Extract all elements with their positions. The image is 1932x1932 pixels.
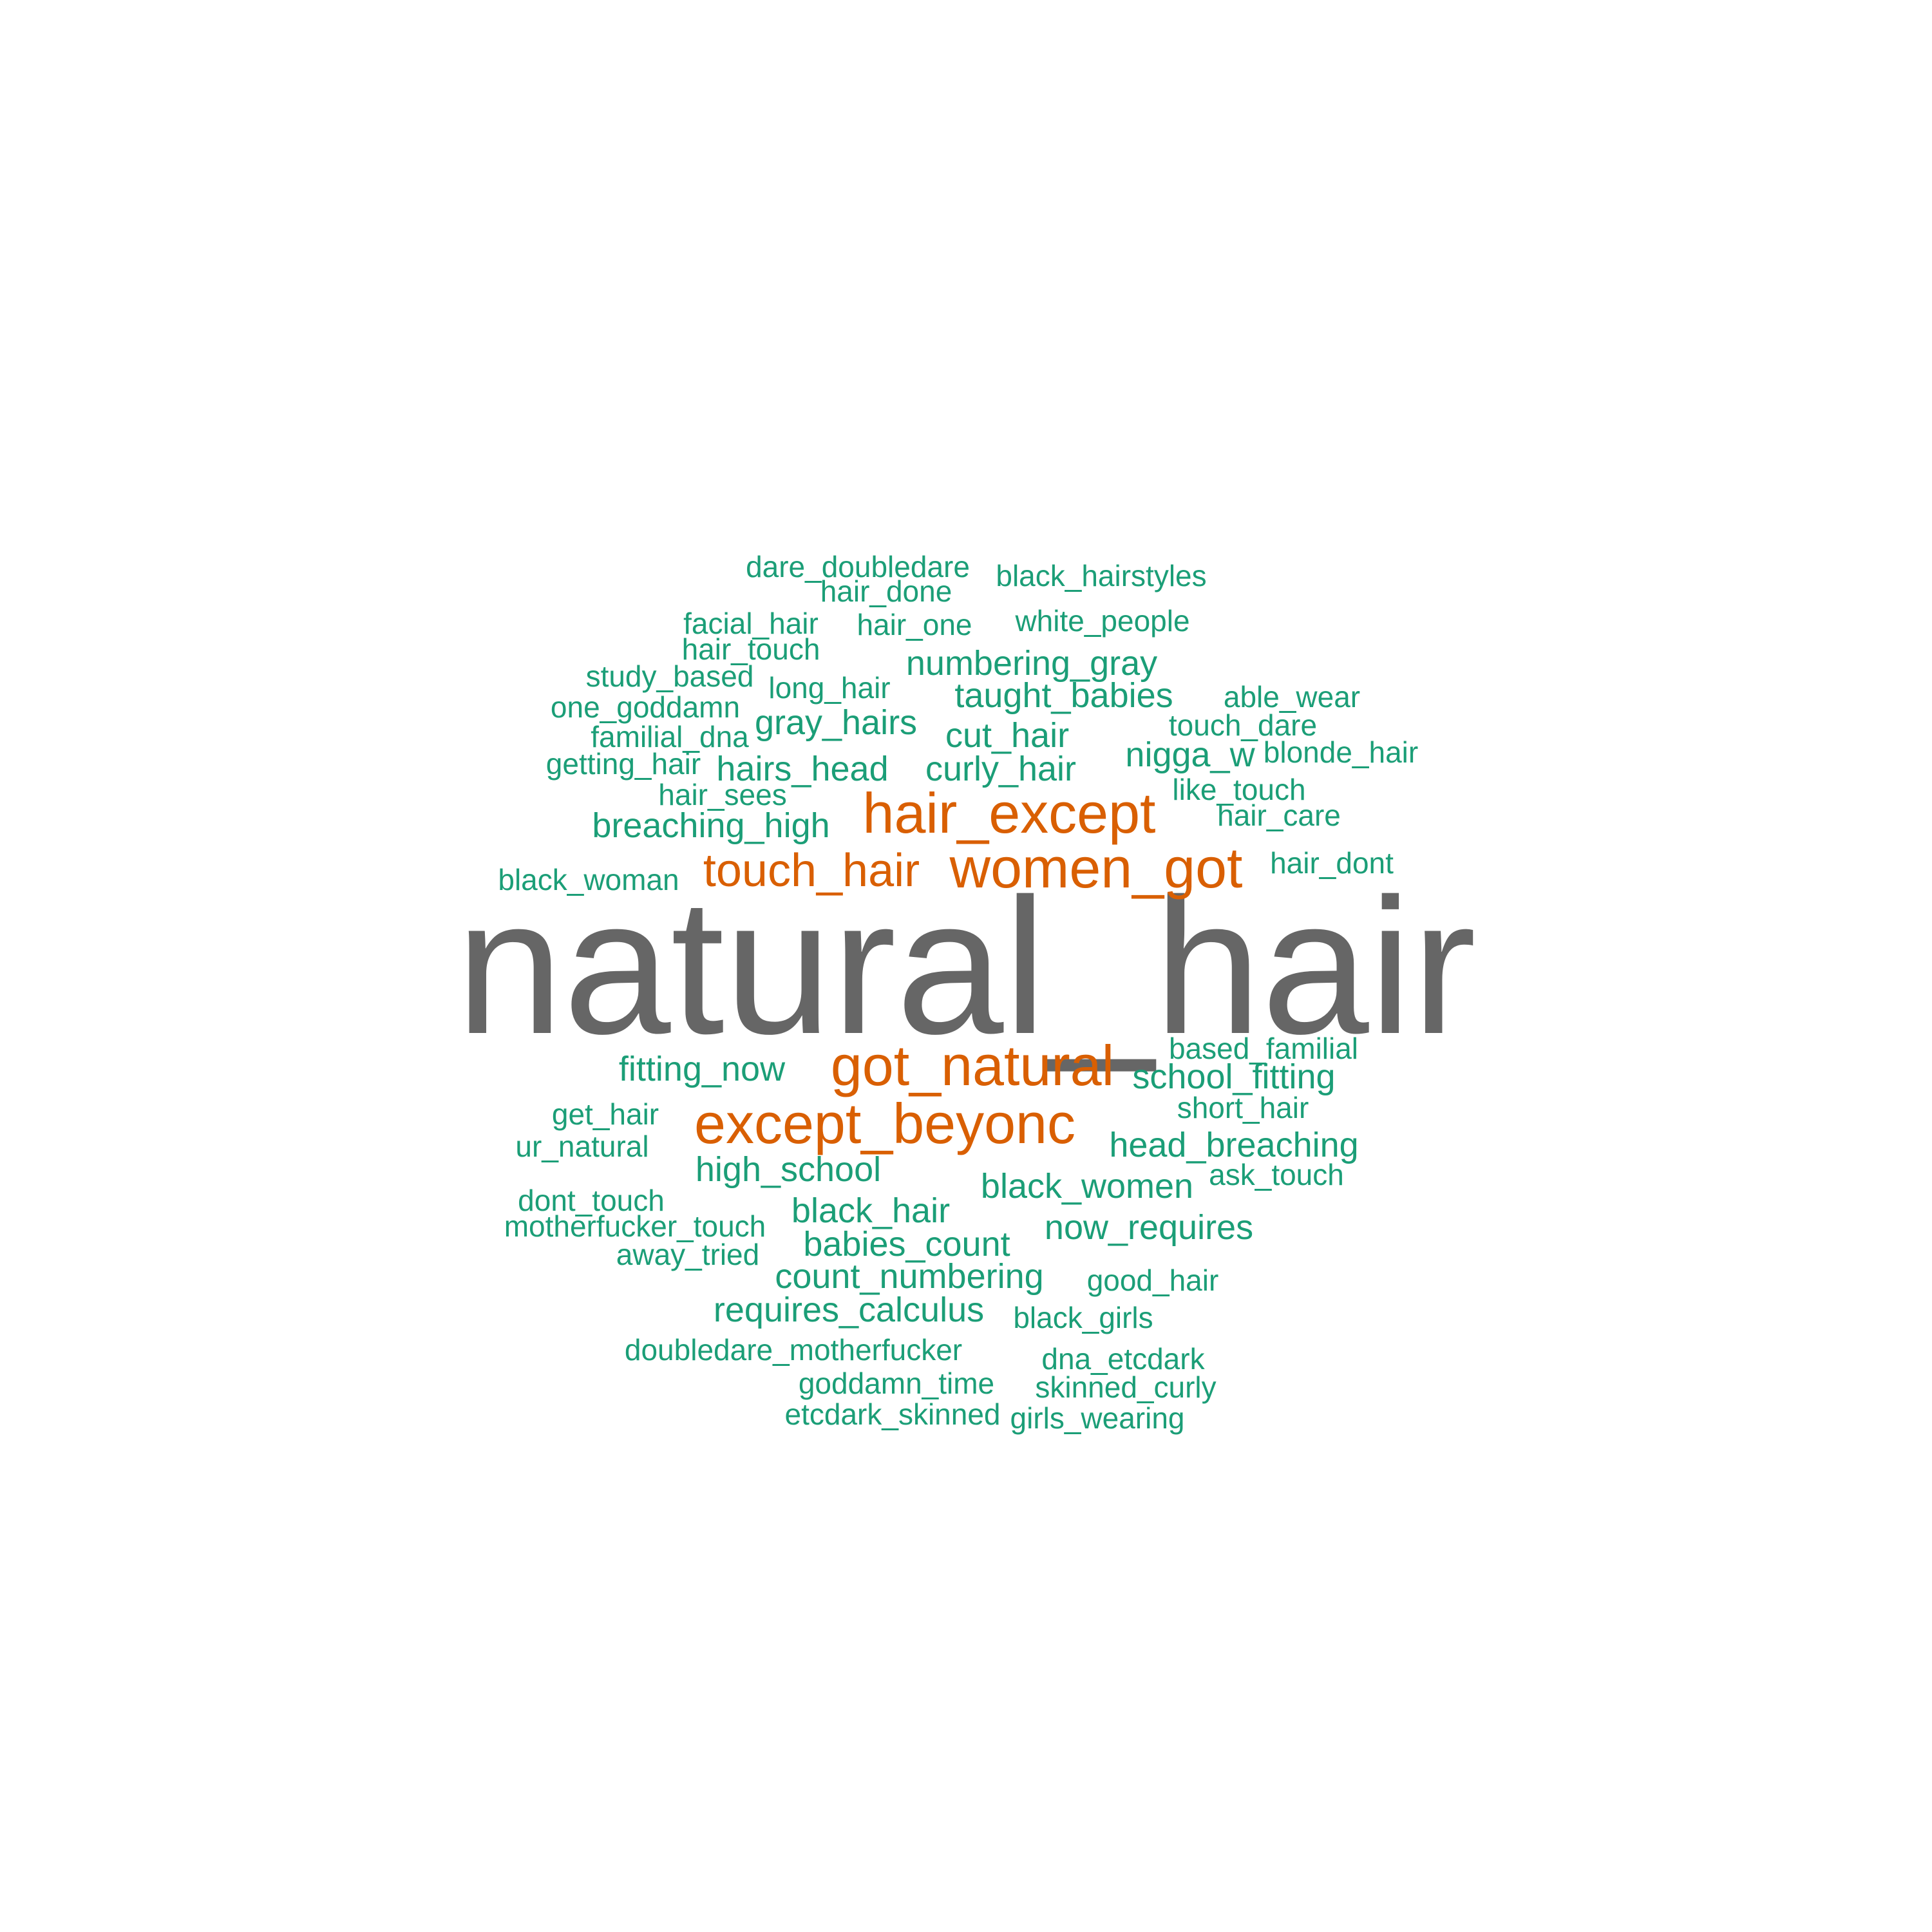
word-gray-hairs: gray_hairs	[754, 703, 918, 742]
word-white-people: white_people	[1015, 604, 1190, 638]
word-etcdark-skinned: etcdark_skinned	[784, 1397, 1001, 1431]
word-black-girls: black_girls	[1013, 1301, 1153, 1334]
word-got-natural: got_natural	[830, 1034, 1115, 1097]
word-hair-done: hair_done	[820, 574, 952, 608]
word-black-hair: black_hair	[791, 1191, 951, 1230]
word-skinned-curly: skinned_curly	[1035, 1370, 1217, 1404]
word-high-school: high_school	[695, 1150, 882, 1189]
word-natural-hair: natural_hair	[455, 858, 1477, 1074]
word-away-tried: away_tried	[616, 1238, 760, 1271]
word-goddamn-time: goddamn_time	[798, 1367, 995, 1400]
word-facial-hair: facial_hair	[683, 607, 819, 640]
word-head-breaching: head_breaching	[1109, 1126, 1359, 1164]
word-hair-dont: hair_dont	[1270, 846, 1394, 880]
word-motherfucker-touch: motherfucker_touch	[504, 1209, 766, 1243]
word-nigga-w: nigga_w	[1125, 735, 1255, 774]
word-hair-except: hair_except	[862, 781, 1156, 845]
word-curly-hair: curly_hair	[925, 750, 1077, 788]
word-hair-sees: hair_sees	[658, 778, 787, 811]
word-taught-babies: taught_babies	[954, 676, 1173, 715]
word-black-hairstyles: black_hairstyles	[996, 559, 1207, 592]
word-babies-count: babies_count	[803, 1225, 1010, 1264]
word-count-numbering: count_numbering	[775, 1257, 1044, 1296]
word-breaching-high: breaching_high	[592, 806, 830, 845]
word-based-familial: based_familial	[1168, 1032, 1359, 1065]
word-short-hair: short_hair	[1177, 1091, 1309, 1124]
word-getting-hair: getting_hair	[545, 747, 701, 781]
word-except-beyonc: except_beyonc	[694, 1092, 1075, 1155]
word-touch-hair: touch_hair	[703, 845, 920, 896]
word-fitting-now: fitting_now	[618, 1050, 786, 1088]
word-hair-touch: hair_touch	[681, 632, 820, 666]
word-good-hair: good_hair	[1086, 1264, 1219, 1297]
word-hair-care: hair_care	[1217, 799, 1341, 832]
word-ask-touch: ask_touch	[1209, 1158, 1344, 1191]
word-able-wear: able_wear	[1223, 680, 1361, 714]
word-requires-calculus: requires_calculus	[713, 1291, 985, 1329]
word-women-got: women_got	[949, 836, 1243, 900]
word-long-hair: long_hair	[768, 671, 891, 705]
word-now-requires: now_requires	[1044, 1208, 1254, 1247]
word-dont-touch: dont_touch	[518, 1184, 665, 1217]
word-one-goddamn: one_goddamn	[550, 690, 741, 724]
word-touch-dare: touch_dare	[1168, 708, 1318, 742]
word-doubledare-motherfucker: doubledare_motherfucker	[624, 1333, 963, 1367]
word-study-based: study_based	[585, 659, 754, 693]
word-hairs-head: hairs_head	[716, 750, 889, 788]
word-black-women: black_women	[980, 1167, 1194, 1206]
word-hair-one: hair_one	[857, 608, 972, 641]
word-familial-dna: familial_dna	[591, 720, 749, 753]
word-ur-natural: ur_natural	[515, 1130, 649, 1163]
word-girls-wearing: girls_wearing	[1010, 1401, 1185, 1435]
word-dare-doubledare: dare_doubledare	[746, 550, 970, 583]
word-numbering-gray: numbering_gray	[905, 644, 1158, 683]
word-school-fitting: school_fitting	[1132, 1057, 1336, 1096]
word-black-woman: black_woman	[498, 863, 679, 896]
word-dna-etcdark: dna_etcdark	[1041, 1342, 1205, 1376]
word-blonde-hair: blonde_hair	[1263, 735, 1419, 769]
word-like-touch: like_touch	[1172, 773, 1306, 806]
word-cut-hair: cut_hair	[945, 716, 1070, 755]
word-get-hair: get_hair	[551, 1097, 659, 1131]
